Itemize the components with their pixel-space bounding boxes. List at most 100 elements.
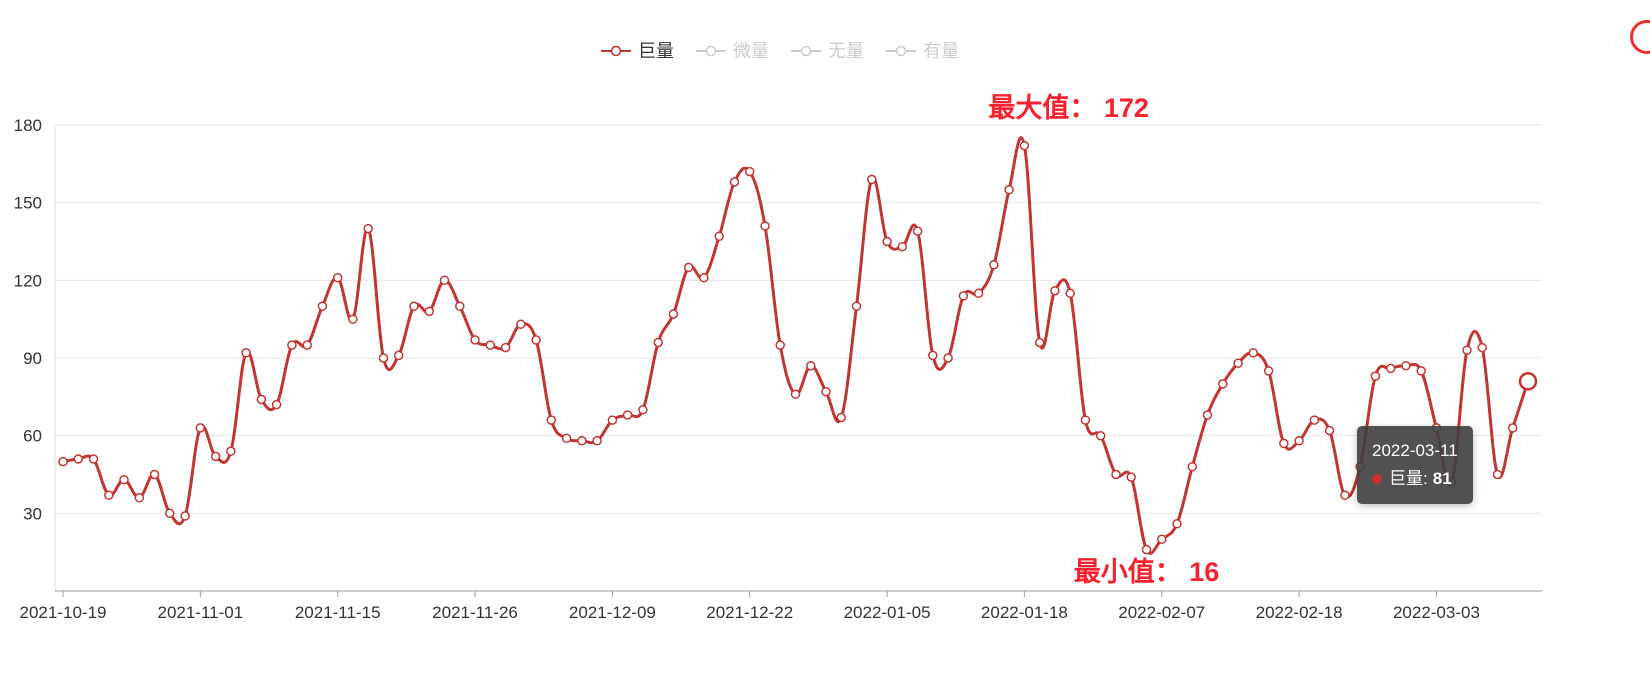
data-point-marker[interactable] [1065,288,1075,299]
data-point-marker[interactable] [928,350,938,361]
legend-item-3[interactable]: 有量 [886,42,959,60]
data-point-marker[interactable] [516,319,526,330]
data-point-marker[interactable] [1462,345,1472,355]
data-point-marker[interactable] [775,340,785,350]
data-point-marker[interactable] [577,436,587,446]
data-point-marker[interactable] [531,335,541,345]
data-point-marker[interactable] [149,469,160,480]
data-point-marker[interactable] [1324,425,1335,436]
data-point-marker[interactable] [729,177,740,187]
data-point-marker[interactable] [271,399,282,410]
data-point-marker[interactable] [302,340,312,350]
data-point-marker[interactable] [607,415,618,425]
data-point-marker[interactable] [683,262,694,273]
data-point-marker[interactable] [1141,544,1152,555]
data-point-marker[interactable] [1248,348,1259,358]
data-point-marker[interactable] [1218,379,1228,389]
data-point-marker[interactable] [317,301,328,311]
data-point-marker[interactable] [1492,469,1503,480]
legend-item-1[interactable]: 微量 [696,42,769,60]
data-point-marker[interactable] [241,348,251,358]
data-point-marker[interactable] [1034,337,1045,348]
data-point-marker[interactable] [943,353,953,363]
data-point-marker[interactable] [195,423,206,433]
data-point-marker[interactable] [439,275,450,286]
y-axis-label: 120 [14,271,42,290]
data-point-marker[interactable] [882,236,892,247]
data-point-marker[interactable] [744,166,755,177]
data-point-marker[interactable] [500,342,511,353]
data-point-marker[interactable] [1202,410,1213,420]
data-point-marker[interactable] [790,389,801,399]
data-point-marker[interactable] [73,454,84,464]
data-point-marker[interactable] [867,174,877,185]
data-point-marker[interactable] [1095,430,1106,441]
data-point-marker[interactable] [1340,490,1350,500]
data-point-marker[interactable] [638,405,648,415]
data-point-marker[interactable] [1507,423,1518,433]
data-point-marker[interactable] [104,490,114,500]
data-point-marker[interactable] [348,314,358,324]
data-point-marker[interactable] [1004,184,1014,195]
data-point-marker[interactable] [989,260,999,270]
data-point-marker[interactable] [1019,140,1030,151]
data-point-marker[interactable] [1233,358,1243,368]
data-point-marker[interactable] [622,410,633,420]
data-point-marker[interactable] [653,337,663,348]
data-point-marker[interactable] [134,493,145,503]
data-point-marker[interactable] [1416,366,1426,376]
data-point-marker[interactable] [409,301,419,311]
data-point-marker[interactable] [1157,534,1167,544]
highlighted-point-marker[interactable] [1518,372,1538,391]
data-point-marker[interactable] [1126,472,1136,482]
data-point-marker[interactable] [455,301,465,311]
data-point-marker[interactable] [180,511,190,521]
data-point-marker[interactable] [210,451,221,462]
data-point-marker[interactable] [851,301,862,311]
data-point-marker[interactable] [58,456,68,467]
data-point-marker[interactable] [485,340,496,350]
legend-item-0[interactable]: 巨量 [601,42,674,60]
data-point-marker[interactable] [973,288,984,299]
data-point-marker[interactable] [561,433,572,444]
data-point-marker[interactable] [1111,469,1121,480]
data-point-marker[interactable] [1050,285,1060,296]
data-point-marker[interactable] [378,353,389,363]
data-point-marker[interactable] [1401,361,1411,371]
data-point-marker[interactable] [1263,366,1274,376]
legend-item-2[interactable]: 无量 [791,42,864,60]
data-point-marker[interactable] [332,272,343,283]
data-point-marker[interactable] [592,436,602,446]
x-axis-label: 2022-01-05 [844,603,931,622]
data-point-marker[interactable] [1187,461,1198,472]
data-point-marker[interactable] [424,306,435,317]
data-point-marker[interactable] [546,415,557,425]
data-point-marker[interactable] [287,340,297,350]
data-point-marker[interactable] [88,454,99,464]
data-point-marker[interactable] [806,361,816,371]
data-point-marker[interactable] [836,412,847,423]
data-point-marker[interactable] [1294,436,1304,446]
data-point-marker[interactable] [760,221,770,231]
data-point-marker[interactable] [821,386,831,397]
data-point-marker[interactable] [1172,518,1182,529]
data-point-marker[interactable] [958,291,969,301]
data-point-marker[interactable] [165,508,175,519]
data-point-marker[interactable] [1370,371,1381,381]
data-point-marker[interactable] [226,446,236,456]
data-point-marker[interactable] [1477,342,1487,353]
data-point-marker[interactable] [363,223,373,234]
data-point-marker[interactable] [119,474,129,485]
data-point-marker[interactable] [1080,415,1091,425]
data-point-marker[interactable] [1309,415,1320,425]
data-point-marker[interactable] [668,309,679,319]
data-point-marker[interactable] [912,226,923,236]
data-point-marker[interactable] [256,394,267,405]
data-point-marker[interactable] [470,335,480,345]
data-point-marker[interactable] [1385,363,1396,374]
data-point-marker[interactable] [714,231,724,242]
data-point-marker[interactable] [1279,438,1289,449]
data-point-marker[interactable] [897,241,908,252]
data-point-marker[interactable] [393,350,404,361]
data-point-marker[interactable] [699,272,709,283]
